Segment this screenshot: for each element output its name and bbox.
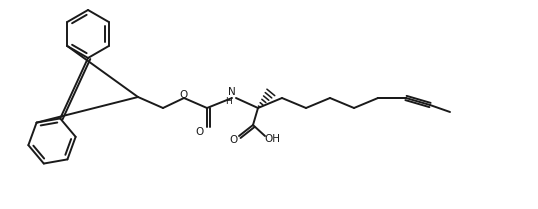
Text: O: O	[195, 127, 203, 137]
Text: O: O	[229, 135, 237, 145]
Text: H: H	[225, 98, 231, 107]
Text: O: O	[180, 90, 188, 100]
Text: OH: OH	[264, 134, 280, 144]
Text: N: N	[228, 87, 236, 97]
